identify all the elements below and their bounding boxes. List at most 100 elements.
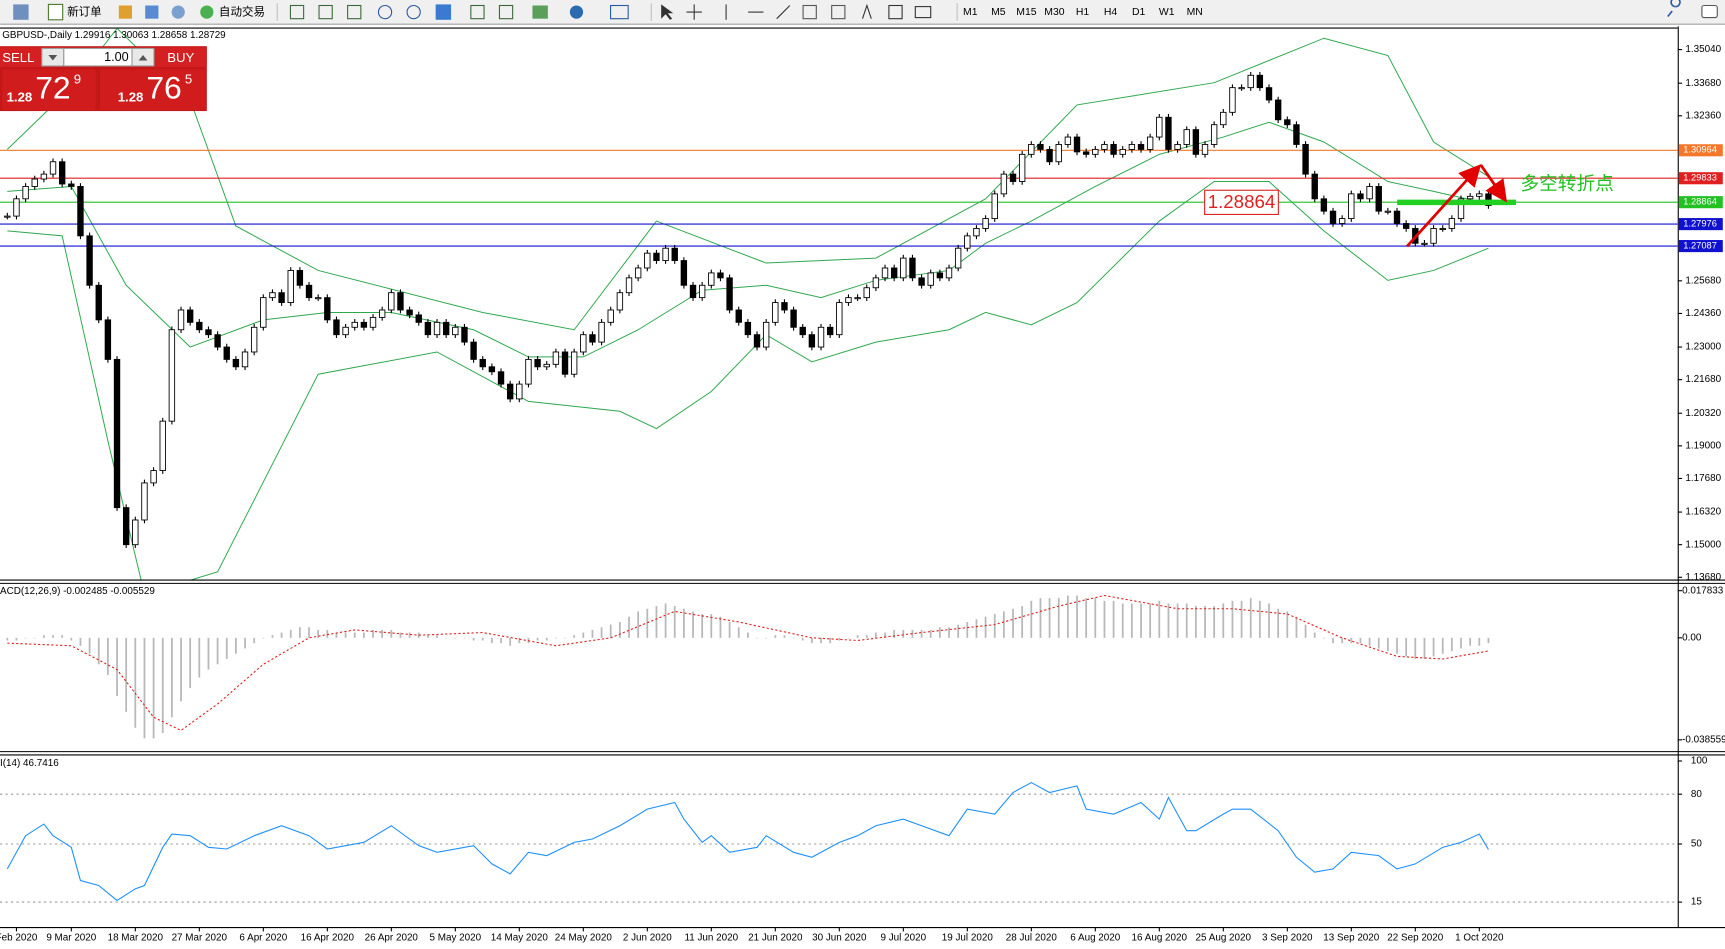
timeframe-button[interactable]: M30 <box>1044 7 1065 18</box>
icon-search[interactable] <box>1667 0 1681 18</box>
price-level-label: 1.27087 <box>1683 241 1717 251</box>
icon-label[interactable] <box>888 4 903 20</box>
timeframe-button[interactable]: M1 <box>963 7 978 18</box>
macd-bar <box>1286 611 1289 638</box>
macd-bar <box>253 637 256 644</box>
macd-bar <box>600 627 603 638</box>
candle-body <box>726 277 733 311</box>
icon[interactable] <box>289 4 305 20</box>
icon[interactable] <box>569 5 584 19</box>
buy-price-main[interactable]: 76 <box>146 70 181 106</box>
macd-bar <box>335 632 338 638</box>
y-tick-label: -0.038559 <box>1682 734 1725 745</box>
buy-label[interactable]: BUY <box>167 50 194 65</box>
icon-cursor[interactable] <box>661 4 674 20</box>
candle-body <box>1329 210 1337 224</box>
macd-bar <box>70 637 73 641</box>
sell-price-sup[interactable]: 9 <box>74 72 81 87</box>
x-tick-label: 22 Sep 2020 <box>1387 933 1444 944</box>
icon-new-order[interactable] <box>47 3 64 21</box>
icon[interactable] <box>171 5 185 19</box>
candle-body <box>918 277 925 286</box>
candle-body <box>671 247 678 262</box>
macd-bar <box>719 616 722 638</box>
macd-plot <box>6 594 1490 739</box>
macd-bar <box>372 629 374 638</box>
candle-body <box>836 302 843 336</box>
candle-body <box>351 321 358 328</box>
icon[interactable] <box>318 4 333 20</box>
candle-body <box>141 482 148 521</box>
macd-bar <box>299 627 301 638</box>
sell-price-box[interactable] <box>2 69 96 110</box>
buy-price-sup[interactable]: 5 <box>185 72 192 87</box>
icon-text[interactable] <box>861 3 872 19</box>
buy-price-big[interactable]: 1.28 <box>118 89 144 104</box>
macd-bar <box>326 629 329 638</box>
candle-body <box>1064 136 1072 145</box>
icon[interactable] <box>532 5 548 19</box>
macd-bar <box>1112 600 1115 638</box>
icon-autotrade[interactable] <box>200 5 214 19</box>
icon[interactable] <box>435 4 452 20</box>
candle-body <box>1357 193 1364 200</box>
icon[interactable] <box>13 4 29 20</box>
macd-bar <box>1277 608 1280 638</box>
timeframe-button[interactable]: H4 <box>1104 7 1118 18</box>
macd-bar <box>1167 603 1170 638</box>
icon[interactable] <box>145 5 159 19</box>
macd-bar <box>43 635 45 638</box>
candle-body <box>982 218 989 229</box>
new-order-button[interactable]: 新订单 <box>67 5 102 19</box>
x-tick-label: 1 Oct 2020 <box>1455 933 1504 944</box>
macd-bar <box>655 606 658 638</box>
timeframe-button[interactable]: M5 <box>991 7 1006 18</box>
y-tick-label: 15 <box>1691 897 1702 908</box>
icon[interactable] <box>914 6 932 19</box>
icon-zoom-out[interactable] <box>406 4 421 20</box>
buy-button[interactable] <box>155 47 207 68</box>
icon[interactable] <box>470 4 485 20</box>
lot-value[interactable]: 1.00 <box>104 50 129 64</box>
buy-price-box[interactable] <box>100 69 206 110</box>
macd-bar <box>161 637 164 734</box>
candle-body <box>872 277 880 289</box>
icon[interactable] <box>802 4 817 20</box>
candle-body <box>1338 218 1346 224</box>
icon-crosshair[interactable] <box>686 4 702 20</box>
timeframe-button[interactable]: H1 <box>1076 7 1090 18</box>
macd-bar <box>975 619 978 638</box>
icon[interactable] <box>610 4 629 20</box>
icon-trendline[interactable] <box>776 5 791 20</box>
candle-body <box>159 420 166 472</box>
sell-price-big[interactable]: 1.28 <box>7 89 33 104</box>
icon[interactable] <box>347 4 362 20</box>
icon[interactable] <box>831 4 846 20</box>
sell-label[interactable]: SELL <box>2 50 34 65</box>
macd-bar <box>317 629 320 638</box>
autotrade-button[interactable]: 自动交易 <box>219 5 265 19</box>
icon-zoom-in[interactable] <box>377 4 393 20</box>
timeframe-button[interactable]: M15 <box>1016 7 1037 18</box>
x-tick-label: 9 Jul 2020 <box>881 933 927 944</box>
candle-body <box>1229 87 1236 113</box>
icon[interactable] <box>498 4 514 20</box>
macd-bar <box>1021 606 1024 638</box>
timeframe-button[interactable]: W1 <box>1159 7 1175 18</box>
sell-price-main[interactable]: 72 <box>35 70 70 106</box>
candle-body <box>86 235 93 286</box>
macd-bar <box>52 635 54 638</box>
candle-body <box>1220 111 1227 126</box>
timeframe-button[interactable]: MN <box>1187 7 1203 18</box>
x-tick-label: 16 Apr 2020 <box>301 933 355 944</box>
candle-body <box>1466 195 1474 200</box>
icon-chat[interactable] <box>1701 4 1718 19</box>
icon[interactable] <box>118 5 133 19</box>
candle-body <box>31 178 38 187</box>
macd-bar <box>1460 637 1462 649</box>
timeframe-button[interactable]: D1 <box>1132 7 1146 18</box>
macd-bar <box>1240 600 1243 638</box>
macd-bar <box>1066 595 1069 638</box>
macd-bar <box>344 632 347 638</box>
